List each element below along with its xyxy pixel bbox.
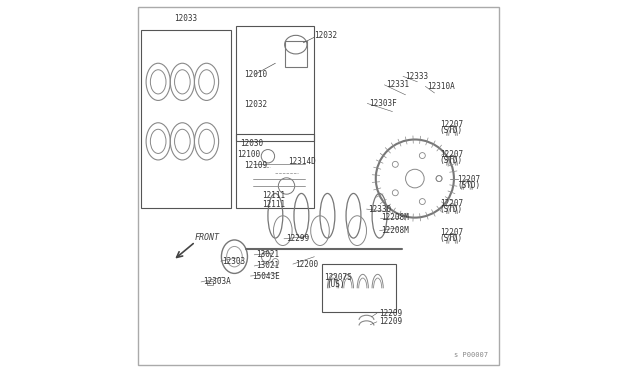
Text: 12010: 12010 [244,70,267,79]
Text: 12208M: 12208M [381,226,409,235]
Text: 12207: 12207 [440,150,463,159]
Text: 12109: 12109 [244,161,267,170]
Text: 12330: 12330 [369,205,392,214]
Text: 12331: 12331 [386,80,410,89]
Bar [236,26,314,141]
Text: 12310A: 12310A [427,82,455,91]
Bar [322,264,396,312]
Text: 15043E: 15043E [252,272,280,280]
Text: 12207S: 12207S [324,273,352,282]
Text: s P00007: s P00007 [454,352,488,358]
Text: (STD): (STD) [457,181,480,190]
Text: 12209: 12209 [379,309,402,318]
Text: (US): (US) [326,280,345,289]
Bar [141,30,231,208]
Text: 12207: 12207 [457,175,480,184]
Text: 12033: 12033 [175,14,198,23]
Bar [285,41,307,67]
Text: FRONT: FRONT [195,233,220,242]
Text: 12207: 12207 [440,228,463,237]
Text: 13021: 13021 [256,262,279,270]
Text: 12303F: 12303F [369,99,397,108]
Text: 12209: 12209 [379,317,402,326]
Text: 12200: 12200 [294,260,318,269]
Text: 12111: 12111 [262,200,285,209]
Text: 12111: 12111 [262,191,285,200]
Text: 12207: 12207 [440,121,463,129]
Text: 12032: 12032 [244,100,267,109]
Text: (STD): (STD) [440,234,463,243]
Text: 12030: 12030 [240,139,263,148]
Text: 12299: 12299 [286,234,309,243]
Text: 12208M: 12208M [381,213,409,222]
Text: 13021: 13021 [256,250,279,259]
Text: 12207: 12207 [440,199,463,208]
Text: (STD): (STD) [440,205,463,214]
Bar [207,281,213,285]
Text: 12303: 12303 [223,257,246,266]
Text: 12032: 12032 [314,31,337,40]
Text: 12303A: 12303A [203,278,230,286]
Text: 12333: 12333 [405,72,428,81]
Text: (STD): (STD) [440,156,463,165]
Text: 12314D: 12314D [289,157,316,166]
Text: 12100: 12100 [237,150,260,159]
Bar [236,134,314,208]
Text: (STD): (STD) [440,126,463,135]
